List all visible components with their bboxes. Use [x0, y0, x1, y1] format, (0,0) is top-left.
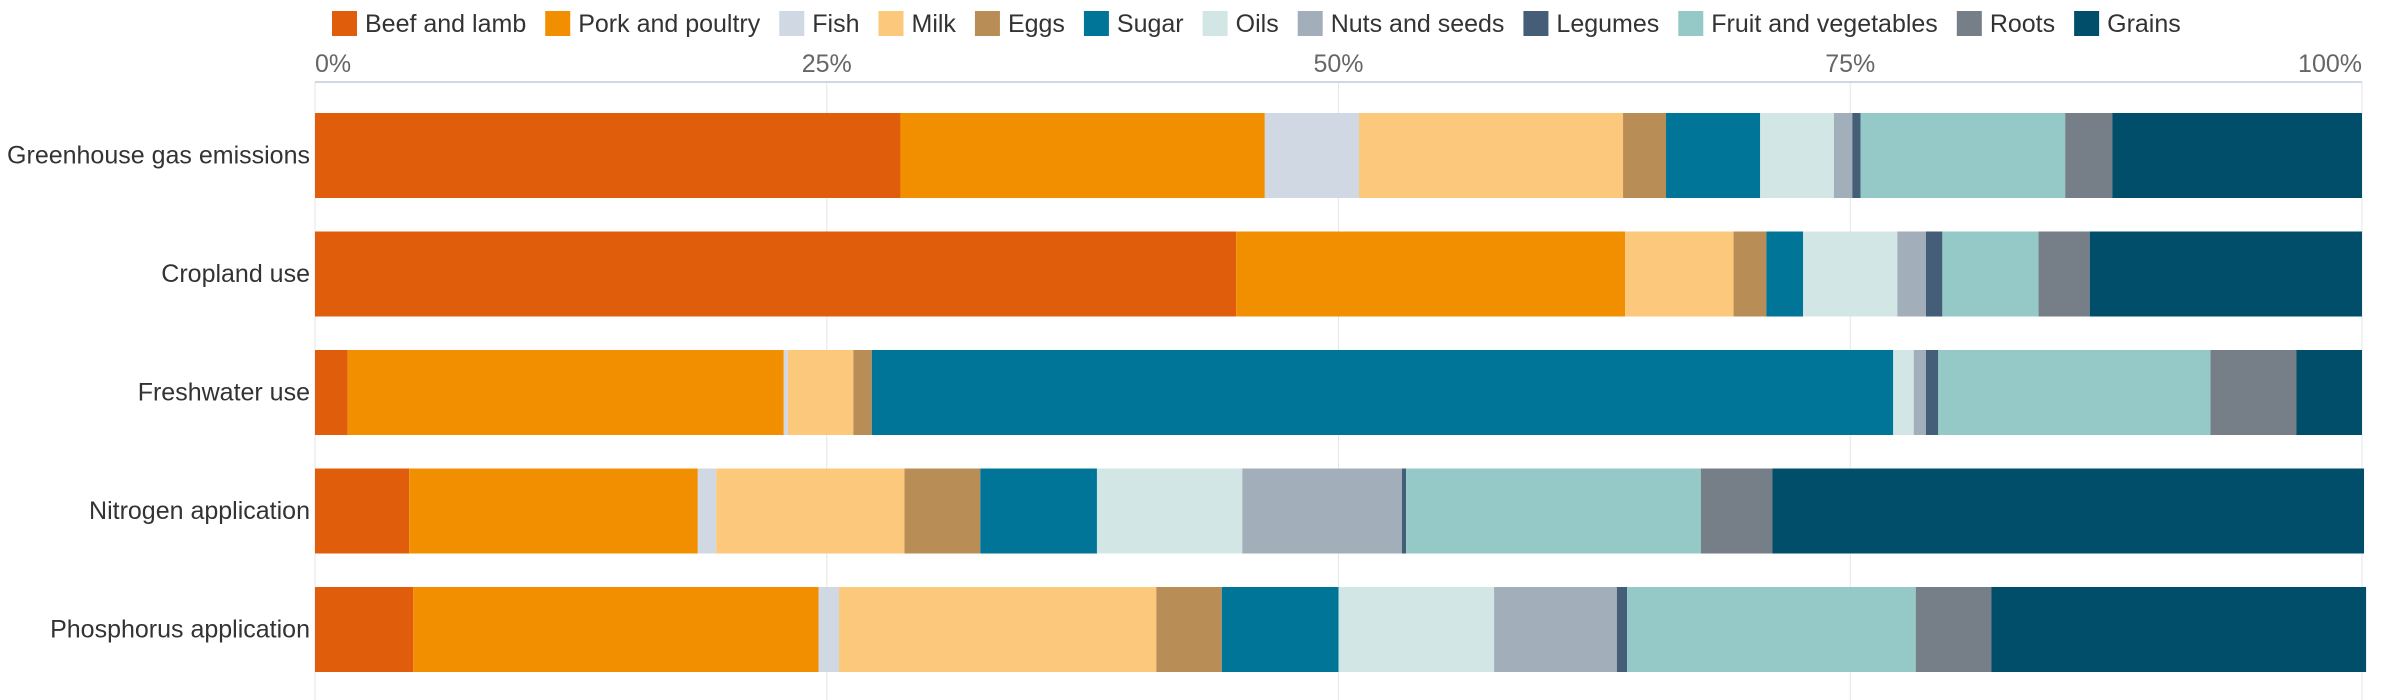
x-axis-ticks: 0% 25% 50% 75% 100%	[315, 50, 2362, 83]
x-tick-label-0: 0%	[315, 50, 351, 78]
category-label-cropland-use: Cropland use	[161, 260, 310, 288]
bar-freshwater-use-fish	[783, 350, 788, 435]
bar-freshwater-use-nuts-and-seeds	[1913, 350, 1926, 435]
legend-nuts-and-seeds-swatch	[1297, 11, 1323, 36]
bar-greenhouse-gas-emissions-nuts-and-seeds	[1833, 113, 1853, 198]
bar-phosphorus-application-oils	[1338, 587, 1495, 672]
bar-greenhouse-gas-emissions-oils	[1760, 113, 1834, 198]
bar-cropland-use-grains	[2089, 231, 2362, 317]
bar-phosphorus-application-fruit-and-vegetables	[1627, 587, 1916, 672]
bar-freshwater-use-legumes	[1925, 350, 1939, 435]
bar-freshwater-use-sugar	[871, 350, 1894, 435]
category-label-phosphorus-application: Phosphorus application	[50, 616, 310, 644]
legend-legumes-label: Legumes	[1556, 10, 1659, 38]
bar-freshwater-use-pork-and-poultry	[347, 350, 784, 435]
bar-phosphorus-application-pork-and-poultry	[413, 587, 819, 672]
legend-sugar-swatch	[1083, 11, 1109, 36]
bar-greenhouse-gas-emissions-fruit-and-vegetables	[1860, 113, 2066, 198]
legend-oils-swatch	[1202, 11, 1228, 36]
bar-phosphorus-application-milk	[839, 587, 1157, 672]
bar-cropland-use-beef-and-lamb	[315, 231, 1237, 317]
legend-grains-swatch	[2074, 11, 2100, 36]
bar-phosphorus-application-roots	[1915, 587, 1992, 672]
bar-phosphorus-application-eggs	[1156, 587, 1222, 672]
bar-nitrogen-application-roots	[1700, 468, 1773, 554]
bars	[315, 113, 2367, 672]
bar-phosphorus-application-fish	[818, 587, 840, 672]
bar-freshwater-use-roots	[2210, 350, 2297, 435]
bar-cropland-use-fruit-and-vegetables	[1942, 231, 2039, 317]
x-tick-label-100: 100%	[2298, 50, 2362, 78]
legend-legumes-swatch	[1523, 11, 1549, 36]
category-label-greenhouse-gas-emissions: Greenhouse gas emissions	[7, 142, 310, 170]
legend-fruit-and-vegetables-label: Fruit and vegetables	[1711, 10, 1938, 38]
bar-nitrogen-application-oils	[1096, 468, 1243, 554]
legend-roots-label: Roots	[1990, 10, 2055, 38]
legend-roots-swatch	[1956, 11, 1982, 36]
bar-freshwater-use-fruit-and-vegetables	[1938, 350, 2211, 435]
bar-greenhouse-gas-emissions-fish	[1264, 113, 1359, 198]
category-label-nitrogen-application: Nitrogen application	[89, 497, 310, 525]
legend-eggs-label: Eggs	[1008, 10, 1065, 38]
legend-eggs-swatch	[974, 11, 1000, 36]
legend-fish-label: Fish	[812, 10, 859, 38]
bar-phosphorus-application-nuts-and-seeds	[1494, 587, 1617, 672]
bar-cropland-use-eggs	[1733, 231, 1767, 317]
legend-beef-and-lamb-swatch	[332, 11, 357, 36]
bar-nitrogen-application-milk	[716, 468, 905, 554]
x-tick-label-75: 75%	[1825, 50, 1875, 78]
bar-freshwater-use-grains	[2296, 350, 2362, 435]
bar-freshwater-use-eggs	[853, 350, 872, 435]
legend-fish-swatch	[779, 11, 805, 36]
bar-greenhouse-gas-emissions-pork-and-poultry	[900, 113, 1265, 198]
bar-greenhouse-gas-emissions-sugar	[1666, 113, 1761, 198]
bar-nitrogen-application-legumes	[1401, 468, 1407, 554]
bar-greenhouse-gas-emissions-legumes	[1852, 113, 1861, 198]
bar-greenhouse-gas-emissions-beef-and-lamb	[315, 113, 901, 198]
bar-greenhouse-gas-emissions-milk	[1358, 113, 1624, 198]
bar-nitrogen-application-sugar	[980, 468, 1097, 554]
bar-cropland-use-legumes	[1925, 231, 1943, 317]
bar-phosphorus-application-grains	[1991, 587, 2367, 672]
x-tick-label-25: 25%	[802, 50, 852, 78]
legend-fruit-and-vegetables-swatch	[1678, 11, 1704, 36]
legend-beef-and-lamb-label: Beef and lamb	[365, 10, 526, 38]
legend-pork-and-poultry-label: Pork and poultry	[578, 10, 761, 38]
legend: Beef and lamb Pork and poultry Fish Milk Egg…	[332, 10, 2181, 38]
bar-nitrogen-application-nuts-and-seeds	[1242, 468, 1402, 554]
bar-cropland-use-sugar	[1766, 231, 1804, 317]
bar-greenhouse-gas-emissions-eggs	[1623, 113, 1667, 198]
legend-pork-and-poultry-swatch	[545, 11, 571, 36]
category-label-freshwater-use: Freshwater use	[138, 379, 310, 407]
bar-nitrogen-application-eggs	[904, 468, 981, 554]
bar-nitrogen-application-fish	[697, 468, 717, 554]
legend-oils-label: Oils	[1236, 10, 1279, 38]
bar-cropland-use-nuts-and-seeds	[1897, 231, 1926, 317]
legend-sugar-label: Sugar	[1117, 10, 1184, 38]
bar-freshwater-use-milk	[787, 350, 854, 435]
bar-cropland-use-oils	[1803, 231, 1898, 317]
bar-phosphorus-application-sugar	[1221, 587, 1339, 672]
legend-milk-label: Milk	[912, 10, 957, 38]
bar-cropland-use-milk	[1625, 231, 1734, 317]
legend-milk-swatch	[878, 11, 904, 36]
bar-phosphorus-application-beef-and-lamb	[315, 587, 414, 672]
bar-nitrogen-application-beef-and-lamb	[315, 468, 410, 554]
bar-nitrogen-application-grains	[1772, 468, 2365, 554]
bar-phosphorus-application-legumes	[1616, 587, 1628, 672]
legend-grains-label: Grains	[2107, 10, 2181, 38]
x-tick-label-50: 50%	[1313, 50, 1363, 78]
bar-freshwater-use-oils	[1893, 350, 1914, 435]
category-labels: Greenhouse gas emissions Cropland use Fres…	[7, 142, 310, 644]
bar-greenhouse-gas-emissions-grains	[2112, 113, 2362, 198]
bar-nitrogen-application-fruit-and-vegetables	[1406, 468, 1701, 554]
bar-cropland-use-roots	[2038, 231, 2090, 317]
bar-greenhouse-gas-emissions-roots	[2065, 113, 2113, 198]
bar-nitrogen-application-pork-and-poultry	[409, 468, 698, 554]
bar-freshwater-use-beef-and-lamb	[315, 350, 348, 435]
legend-nuts-and-seeds-label: Nuts and seeds	[1331, 10, 1505, 38]
bar-cropland-use-pork-and-poultry	[1236, 231, 1626, 317]
